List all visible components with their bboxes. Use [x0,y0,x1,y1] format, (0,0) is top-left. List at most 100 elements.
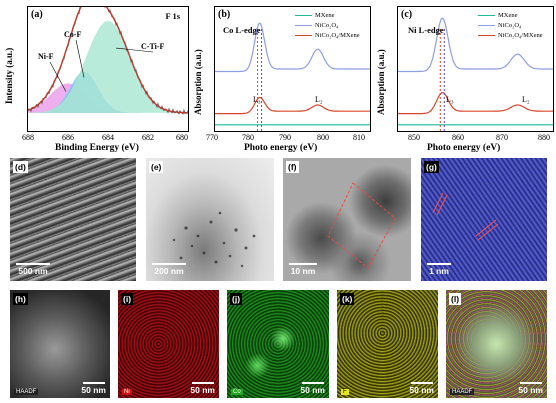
legend-item: NiCo₂O₄/MXene [478,32,543,39]
eds-map-ni: (i) Ni 50 nm [118,290,219,398]
tick-label: 686 [62,133,74,142]
panel-a-title: F 1s [165,11,180,21]
panel-c-label: (c) [401,9,413,20]
panel-c-plot: (c) Ni L-edge MXene NiCo₂O₄ NiCo₂O₄/MXen… [397,6,554,132]
tick-label: 688 [22,133,34,142]
panel-d-label: (d) [13,161,28,173]
scale-bar-label: 1 nm [429,266,449,276]
series-line-2 [398,92,553,115]
eds-overlay-l: (l) HAADF 50 nm [446,290,547,398]
panel-a-ylabel: Intensity (a.u.) [4,47,14,104]
scale-bar: 500 nm [16,263,50,276]
series-line-1 [215,22,370,73]
series-line-1 [398,17,553,73]
tick-label: 880 [538,133,550,142]
scale-bar-label: 50 nm [190,385,215,395]
panel-b-svg [215,22,370,131]
tick-label: 870 [496,133,508,142]
panel-h-label: (h) [13,293,28,305]
tick-label: 770 [206,133,218,142]
eds-map-f: (k) F 50 nm [337,290,438,398]
scale-bar-label: 50 nm [518,385,543,395]
legend-item: NiCo₂O₄/MXene [295,32,360,39]
legend-label: MXene [315,12,335,19]
fit-envelope-line [28,7,188,114]
tem-image-e: (e) 200 nm [146,158,274,281]
tick-label: 680 [176,133,188,142]
hrtem-image-g: (g) 1 nm [421,158,547,281]
tick-label: 810 [353,133,365,142]
panel-c-svg [398,17,553,131]
tick-label: 800 [317,133,329,142]
panel-l-label: (l) [449,293,462,305]
legend-label: NiCo₂O₄/MXene [315,32,360,39]
nanoparticle-dots [172,211,256,268]
tick-label: 850 [408,133,420,142]
peak-label: C-Ti-F [141,42,165,51]
tem-image-f: (f) 10 nm [283,158,411,281]
legend-label: NiCo₂O₄ [315,22,339,29]
panel-j-label: (j) [230,293,243,305]
panel-a-chart: Intensity (a.u.) Ni-F Co-F C-Ti-F (a) F 1s… [0,0,190,156]
peak-area-c-ti-f [28,21,188,113]
scale-bar: 200 nm [152,263,186,276]
panel-c-title: Ni L-edge [408,25,444,35]
tick-label: 790 [279,133,291,142]
scale-bar: 50 nm [190,382,215,395]
legend-label: NiCo₂O₄ [498,22,522,29]
edge-label-l3: L₃ [253,95,261,104]
scale-bar-label: 500 nm [18,266,48,276]
legend-label: MXene [498,12,518,19]
panel-g-label: (g) [424,161,439,173]
legend-item: NiCo₂O₄ [478,22,521,29]
peak-pointer-line [75,39,85,78]
scale-bar: 1 nm [427,263,451,276]
element-tag: HAADF [450,389,475,395]
legend-label: NiCo₂O₄/MXene [498,32,543,39]
scale-bar-label: 50 nm [81,385,106,395]
panel-c-xlabel: Photo energy (eV) [427,143,501,153]
peak-pointer-line [49,61,67,92]
haadf-image-h: (h) HAADF 50 nm [10,290,110,398]
selection-box [327,182,396,269]
panel-b-label: (b) [218,9,231,20]
panel-i-label: (i) [121,293,134,305]
panel-b-chart: Absorption (a.u.) (b) Co L-edge MXene Ni… [190,0,373,156]
scale-bar-label: 10 nm [290,266,316,276]
scale-bar: 50 nm [81,382,106,395]
element-tag: HAADF [14,389,39,395]
panel-b-ylabel: Absorption (a.u.) [193,49,203,115]
eds-map-co: (j) Co 50 nm [227,290,329,398]
element-tag: F [341,389,349,395]
legend-item: MXene [478,12,518,19]
tick-label: 684 [102,133,114,142]
scale-bar: 50 nm [300,382,325,395]
peak-label: Co-F [64,30,81,39]
scale-bar: 10 nm [289,263,317,276]
panel-c-ylabel: Absorption (a.u.) [376,49,386,115]
edge-label-l2: L₂ [315,95,323,104]
edge-label-l2: L₂ [522,95,530,104]
edge-label-l3: L₃ [446,95,454,104]
scale-bar: 50 nm [409,382,434,395]
legend-item: MXene [295,12,335,19]
panel-a-plot: Ni-F Co-F C-Ti-F (a) F 1s [27,6,189,132]
panel-b-title: Co L-edge [223,25,261,35]
tick-label: 682 [142,133,154,142]
panel-b-xlabel: Photo energy (eV) [244,143,318,153]
panel-a-label: (a) [31,9,43,20]
peak-pointer-line [115,47,154,53]
tick-label: 860 [452,133,464,142]
panel-b-plot: (b) Co L-edge MXene NiCo₂O₄ NiCo₂O₄/MXen… [214,6,371,132]
panel-c-chart: Absorption (a.u.) (c) Ni L-edge MXene Ni… [373,0,556,156]
peak-label: Ni-F [38,52,54,61]
scale-bar-label: 50 nm [409,385,434,395]
lattice-annotation [432,192,499,241]
panel-a-svg: Ni-F Co-F C-Ti-F [28,7,188,116]
scale-bar-label: 50 nm [300,385,325,395]
panel-f-label: (f) [286,161,299,173]
scale-bar-label: 200 nm [154,266,184,276]
series-line-2 [215,96,370,115]
tick-label: 780 [242,133,254,142]
scale-bar: 50 nm [518,382,543,395]
